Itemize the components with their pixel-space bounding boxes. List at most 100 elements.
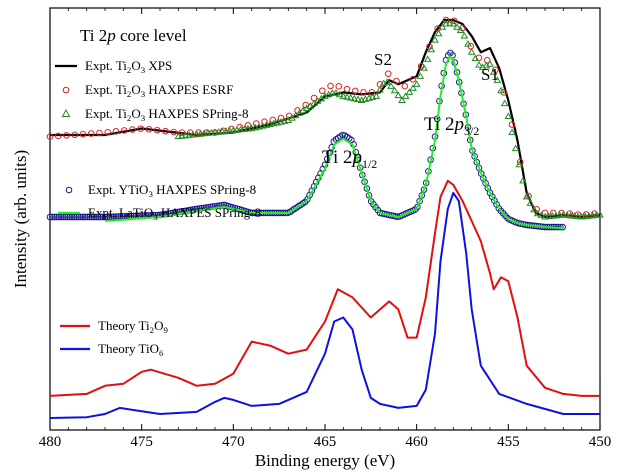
x-axis-label: Binding energy (eV) xyxy=(255,451,395,470)
data-point xyxy=(526,199,535,206)
data-point xyxy=(387,82,395,89)
legend-label-part: 3 xyxy=(141,113,146,123)
data-point xyxy=(328,89,337,96)
title-part: Ti 2 xyxy=(80,26,107,45)
data-point xyxy=(537,211,546,218)
data-point xyxy=(332,89,340,96)
data-point xyxy=(489,68,498,75)
data-point xyxy=(103,213,111,221)
data-point xyxy=(51,213,58,221)
annotation-ti2p32: Ti 2p3/2 xyxy=(424,114,479,138)
data-point xyxy=(431,36,439,43)
data-point xyxy=(559,210,568,218)
data-point xyxy=(64,213,71,221)
data-point xyxy=(71,131,79,139)
data-point xyxy=(423,55,432,62)
data-point xyxy=(96,129,103,137)
data-point xyxy=(70,213,78,221)
data-point xyxy=(401,92,410,99)
data-point xyxy=(438,23,447,30)
series-line-latio3 xyxy=(104,55,564,230)
annotation-ti2p12: Ti 2p1/2 xyxy=(322,147,377,171)
legend-swatch-esrf xyxy=(62,86,70,94)
series-line-theory_tio6 xyxy=(49,191,600,419)
data-point xyxy=(162,127,169,135)
data-point xyxy=(464,40,472,47)
data-point xyxy=(563,211,571,218)
annotation-s2: S2 xyxy=(374,50,392,69)
data-point xyxy=(414,203,421,211)
data-point xyxy=(335,83,343,90)
data-point xyxy=(434,29,443,37)
data-point xyxy=(522,192,531,200)
data-point xyxy=(393,77,400,85)
data-point xyxy=(350,94,359,102)
data-point xyxy=(566,211,575,219)
data-point xyxy=(318,87,326,95)
data-point xyxy=(343,93,351,100)
legend-label-part: HAXPES SPring-8 xyxy=(158,205,261,220)
data-point xyxy=(504,112,513,120)
legend-label: Expt. LaTiO3 HAXPES SPring-8 xyxy=(88,205,261,222)
data-point xyxy=(79,213,87,221)
data-point xyxy=(129,126,136,133)
data-point xyxy=(412,80,421,87)
data-point xyxy=(383,78,392,85)
data-point xyxy=(145,126,153,133)
data-point xyxy=(66,213,74,221)
legend-label-part: XPS xyxy=(145,58,172,73)
data-point xyxy=(475,60,483,68)
legend-middle: Expt. YTiO3 HAXPES SPring-8 Expt. LaTiO3 … xyxy=(58,182,261,222)
data-point xyxy=(244,122,252,129)
legend-label-part: HAXPES SPring-8 xyxy=(145,106,248,121)
legend-label-part: 2 xyxy=(127,65,131,75)
data-point xyxy=(596,210,604,218)
data-point xyxy=(515,160,524,168)
data-point xyxy=(48,213,56,221)
data-point xyxy=(420,64,428,71)
legend-label-part: Theory Ti xyxy=(98,318,150,333)
data-point xyxy=(519,176,527,184)
data-point xyxy=(343,85,351,93)
legend-label-part: O xyxy=(154,318,163,333)
legend-label-part: O xyxy=(131,106,140,121)
data-point xyxy=(530,205,538,213)
x-tick-label: 475 xyxy=(130,434,153,450)
data-point xyxy=(442,19,450,27)
x-tick-label: 480 xyxy=(39,434,62,450)
legend-label-part: Expt. Ti xyxy=(85,58,127,73)
data-point xyxy=(405,88,414,95)
data-point xyxy=(570,212,579,219)
data-point xyxy=(390,86,399,94)
data-point xyxy=(508,128,516,136)
data-point xyxy=(90,213,98,221)
data-point xyxy=(453,23,461,30)
data-point xyxy=(398,96,406,103)
data-point xyxy=(372,92,381,99)
data-point xyxy=(483,56,491,64)
legend-label-part: 2 xyxy=(127,89,131,99)
data-point xyxy=(104,128,112,136)
annotation-s1: S1 xyxy=(481,65,499,84)
data-point xyxy=(471,54,480,62)
data-point xyxy=(445,19,454,27)
legend-label-part: Expt. LaTiO xyxy=(88,205,153,220)
data-point xyxy=(95,213,102,221)
annotation-ti2p32-text: Ti 2p3/2 xyxy=(424,114,479,138)
data-point xyxy=(351,87,359,95)
data-point xyxy=(497,86,505,94)
x-tick-label: 460 xyxy=(405,434,428,450)
data-point xyxy=(62,213,69,221)
x-tick-label: 465 xyxy=(314,434,337,450)
series-markers-spring8_ti2o3 xyxy=(174,19,604,220)
data-point xyxy=(508,121,516,128)
data-point xyxy=(77,213,85,221)
legend-swatch-ytio3 xyxy=(65,186,73,194)
data-point xyxy=(99,213,107,221)
data-point xyxy=(384,70,392,78)
data-point xyxy=(376,85,384,93)
data-point xyxy=(68,213,76,221)
data-point xyxy=(81,213,89,221)
legend-label: Expt. YTiO3 HAXPES SPring-8 xyxy=(88,182,256,199)
